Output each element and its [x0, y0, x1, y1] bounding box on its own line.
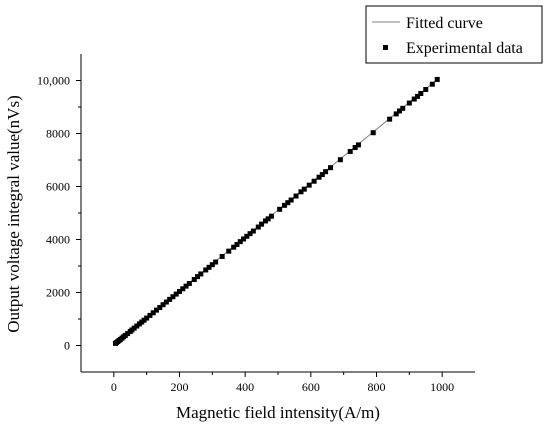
y-ticks: 0 2000 4000 6000 8000 10,000 — [37, 74, 81, 353]
data-point — [198, 271, 204, 277]
y-tick-label: 0 — [64, 339, 70, 353]
x-tick-label: 1000 — [430, 380, 454, 394]
data-point — [157, 304, 163, 310]
data-point — [173, 291, 179, 297]
data-point — [355, 142, 361, 148]
legend-box — [365, 5, 543, 64]
data-point — [244, 233, 250, 239]
legend-label-fitted-curve: Fitted curve — [406, 15, 483, 32]
data-point — [219, 253, 225, 259]
data-point — [393, 111, 399, 117]
data-point — [160, 302, 166, 308]
data-point — [301, 186, 307, 192]
data-point — [352, 145, 358, 151]
series-layer — [112, 76, 440, 346]
data-point — [163, 299, 169, 305]
data-point — [183, 283, 189, 289]
data-point — [411, 96, 417, 102]
y-tick-label: 6000 — [46, 180, 70, 194]
data-point — [191, 277, 197, 283]
data-point — [288, 197, 294, 203]
data-point — [277, 206, 283, 212]
y-tick-label: 10,000 — [37, 74, 70, 88]
data-point — [415, 93, 421, 99]
y-tick-label: 2000 — [46, 286, 70, 300]
data-point — [213, 259, 219, 265]
data-point — [237, 239, 243, 245]
data-point — [347, 149, 353, 155]
x-axis-title: Magnetic field intensity(A/m) — [176, 403, 380, 422]
data-point — [144, 315, 150, 321]
data-point — [311, 178, 317, 184]
data-point — [285, 200, 291, 206]
data-point — [203, 267, 209, 273]
data-point — [263, 218, 269, 224]
plot-area: 0 200 400 600 800 1000 0 2000 4000 6000 8000 10,00… — [37, 54, 475, 394]
x-tick-label: 0 — [111, 380, 117, 394]
data-point — [170, 294, 176, 300]
y-axis-title: Output voltage integral value(nVs) — [4, 95, 23, 332]
data-point — [306, 182, 312, 188]
data-point — [186, 280, 192, 286]
data-point — [423, 87, 429, 93]
data-point — [396, 108, 402, 114]
data-point — [323, 169, 329, 175]
x-tick-label: 600 — [302, 380, 320, 394]
data-point — [141, 317, 147, 323]
data-point — [434, 76, 440, 82]
y-tick-label: 8000 — [46, 127, 70, 141]
data-point — [154, 307, 160, 313]
data-point — [429, 81, 435, 87]
data-point — [370, 130, 376, 136]
data-point — [255, 224, 261, 230]
data-point — [250, 228, 256, 234]
data-point — [316, 174, 322, 180]
data-point — [328, 165, 334, 171]
data-point — [259, 221, 265, 227]
y-tick-label: 4000 — [46, 233, 70, 247]
data-point — [387, 116, 393, 122]
data-point — [180, 286, 186, 292]
data-point — [147, 312, 153, 318]
data-point — [231, 244, 237, 250]
data-point — [282, 202, 288, 208]
data-point — [418, 90, 424, 96]
data-point — [319, 172, 325, 178]
data-point — [268, 213, 274, 219]
data-point — [134, 323, 140, 329]
data-point — [226, 248, 232, 254]
data-point — [206, 264, 212, 270]
data-point — [167, 296, 173, 302]
x-ticks: 0 200 400 600 800 1000 — [111, 372, 454, 394]
data-point — [125, 331, 131, 337]
data-point — [247, 231, 253, 237]
legend: Fitted curve Experimental data — [365, 5, 543, 64]
data-point — [234, 242, 240, 248]
data-point — [400, 105, 406, 111]
x-tick-label: 800 — [368, 380, 386, 394]
data-point — [265, 216, 271, 222]
data-point — [209, 262, 215, 268]
data-point — [337, 157, 343, 163]
x-tick-label: 400 — [236, 380, 254, 394]
x-tick-label: 200 — [171, 380, 189, 394]
legend-marker-swatch — [383, 45, 388, 50]
data-point — [298, 189, 304, 195]
data-point — [131, 325, 137, 331]
data-point — [177, 288, 182, 294]
data-point — [406, 100, 412, 106]
data-point — [195, 274, 201, 280]
data-point — [150, 310, 156, 316]
data-point — [293, 193, 299, 199]
data-point — [241, 236, 247, 242]
legend-label-experimental-data: Experimental data — [406, 40, 523, 57]
